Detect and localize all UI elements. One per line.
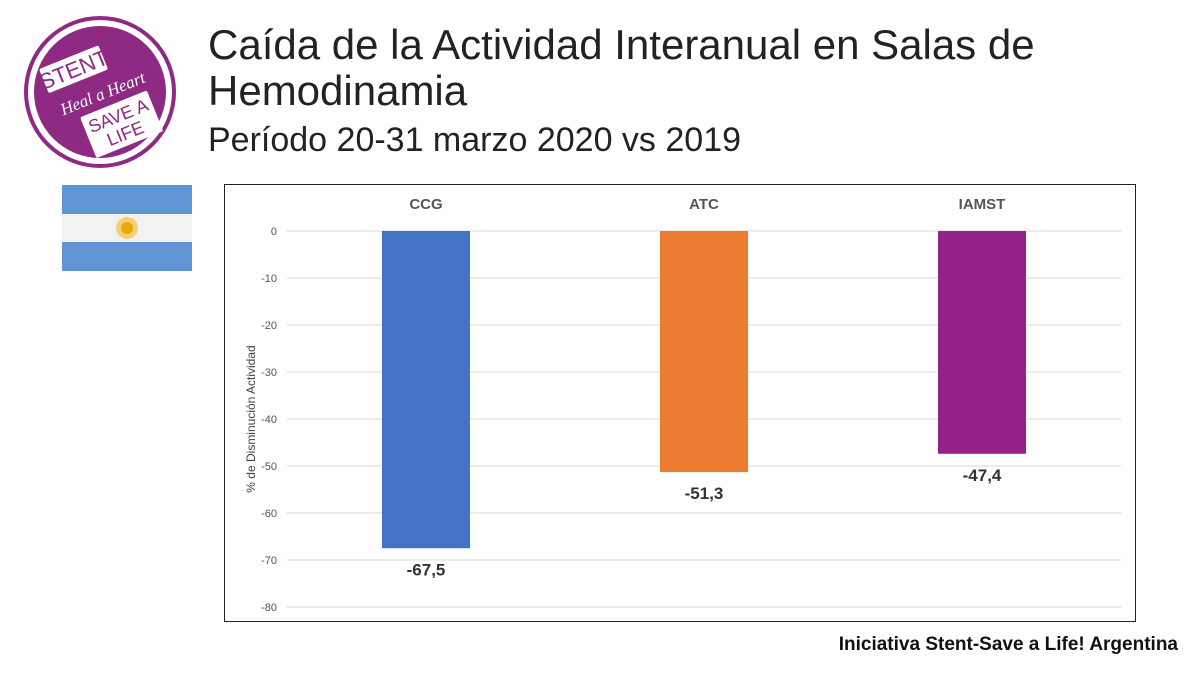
y-tick-label: -80 (261, 602, 277, 614)
y-tick-label: -30 (261, 367, 277, 379)
page-title: Caída de la Actividad Interanual en Sala… (208, 21, 1035, 114)
bar-chart-svg: 0 -10 -20 -30 -40 -50 -60 -70 -80 % de Disminució… (244, 196, 1121, 614)
bar-ccg (382, 231, 470, 549)
argentina-flag-image (62, 185, 192, 271)
category-label: ATC (689, 196, 719, 213)
y-tick-label: -20 (261, 320, 277, 332)
category-label: IAMST (959, 196, 1006, 213)
category-label: CCG (409, 196, 442, 213)
bar-chart: 0 -10 -20 -30 -40 -50 -60 -70 -80 % de Disminució… (224, 184, 1136, 622)
page-subtitle: Período 20-31 marzo 2020 vs 2019 (208, 121, 742, 159)
y-tick-label: -60 (261, 508, 277, 520)
data-label: -67,5 (407, 560, 446, 579)
bar-iamst (938, 231, 1026, 454)
data-label: -51,3 (685, 484, 724, 503)
title-block: Caída de la Actividad Interanual en Sala… (208, 22, 1168, 160)
bar-atc (660, 231, 748, 473)
y-axis-label: % de Disminución Actividad (244, 345, 258, 492)
sun-icon (116, 217, 138, 239)
y-tick-label: 0 (271, 226, 277, 238)
footer-credit: Iniciativa Stent-Save a Life! Argentina (838, 634, 1178, 655)
stent-save-a-life-logo: STENT Heal a Heart SAVE A LIFE (22, 14, 178, 170)
y-tick-label: -70 (261, 555, 277, 567)
y-tick-label: -50 (261, 461, 277, 473)
y-tick-label: -10 (261, 273, 277, 285)
data-label: -47,4 (963, 466, 1002, 485)
y-tick-label: -40 (261, 414, 277, 426)
